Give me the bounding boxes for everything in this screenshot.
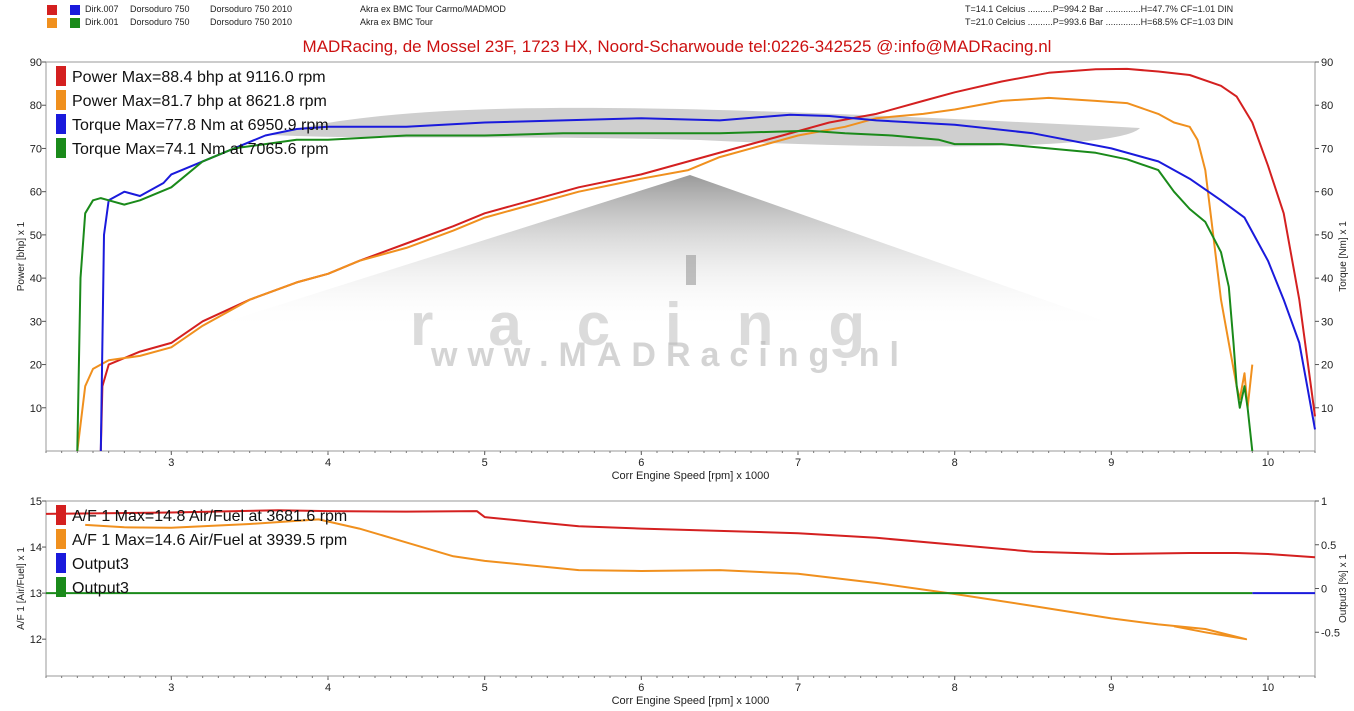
legend-swatch — [56, 90, 66, 110]
x-tick-label: 5 — [482, 457, 488, 469]
series-line-3 — [76, 129, 1254, 452]
air-fuel-plot: 3 4 5 6 7 8 9 10 12 13 14 15 -0.5 0 0.5 1 Corr Engine Sp… — [16, 496, 1349, 707]
legend-swatch — [56, 529, 66, 549]
legend-label: A/F 1 Max=14.6 Air/Fuel at 3939.5 rpm — [72, 532, 347, 549]
y2-tick-label: 30 — [1321, 316, 1333, 328]
y-tick-label: 12 — [30, 634, 42, 646]
plot-frame — [45, 61, 1316, 452]
shop-title: MADRacing, de Mossel 23F, 1723 HX, Noord… — [302, 37, 1052, 56]
y-axis-label: Power [bhp] x 1 — [16, 221, 27, 291]
x-tick-label: 7 — [795, 682, 801, 694]
x-tick-label: 3 — [168, 682, 174, 694]
y-tick-label: 10 — [30, 403, 42, 415]
legend-swatch — [56, 505, 66, 525]
series-line-2 — [99, 113, 1316, 452]
y-tick-label: 15 — [30, 496, 42, 508]
legend-label: Power Max=81.7 bhp at 8621.8 rpm — [72, 93, 327, 110]
y2-axis-label: Output3 [%] x 1 — [1338, 554, 1349, 623]
legend-swatch — [56, 66, 66, 86]
watermark-swoosh — [270, 107, 1140, 147]
x-tick-label: 10 — [1262, 457, 1274, 469]
x-axis-label: Corr Engine Speed [rpm] x 1000 — [612, 470, 770, 482]
x-tick-label: 4 — [325, 682, 331, 694]
power-torque-plot: 3 4 5 6 7 8 9 10 10 20 30 40 50 60 70 80 90 10 20 30 40 50 60 7… — [16, 57, 1349, 482]
watermark: racing www.MADRacing.nl — [200, 107, 1140, 374]
x-tick-label: 9 — [1108, 457, 1114, 469]
legend-swatch — [56, 138, 66, 158]
y2-tick-label: 60 — [1321, 187, 1333, 199]
y2-tick-label: 50 — [1321, 230, 1333, 242]
legend-label: Output3 — [72, 580, 129, 597]
plot-frame — [45, 500, 1316, 677]
y-tick-label: 13 — [30, 588, 42, 600]
legend-swatch — [56, 114, 66, 134]
x-tick-label: 8 — [952, 457, 958, 469]
x-tick-label: 6 — [638, 682, 644, 694]
y-axis-label: A/F 1 [Air/Fuel] x 1 — [16, 547, 27, 630]
x-tick-label: 9 — [1108, 682, 1114, 694]
run2-model: Dorsoduro 750 2010 — [210, 17, 293, 27]
y2-tick-label: 20 — [1321, 360, 1333, 372]
legend-label: A/F 1 Max=14.8 Air/Fuel at 3681.6 rpm — [72, 508, 347, 525]
run1-model: Dorsoduro 750 2010 — [210, 4, 293, 14]
y2-axis-label: Torque [Nm] x 1 — [1338, 221, 1349, 292]
x-axis-label: Corr Engine Speed [rpm] x 1000 — [612, 695, 770, 707]
run1-torque-swatch — [70, 5, 80, 15]
run2-power-swatch — [47, 18, 57, 28]
watermark-url: www.MADRacing.nl — [430, 336, 909, 374]
y-tick-label: 90 — [30, 57, 42, 69]
y-tick-label: 70 — [30, 143, 42, 155]
x-tick-label: 5 — [482, 682, 488, 694]
run1-conditions: T=14.1 Celcius ..........P=994.2 Bar ...… — [965, 4, 1234, 14]
watermark-word: racing — [410, 291, 920, 358]
y2-tick-label: 40 — [1321, 273, 1333, 285]
y2-tick-label: 0.5 — [1321, 540, 1336, 552]
series-line-0 — [45, 509, 1316, 559]
watermark-road-dash — [686, 255, 696, 285]
run1-name: Dirk.007 — [85, 4, 119, 14]
y2-tick-label: 80 — [1321, 100, 1333, 112]
watermark-triangle — [200, 175, 1130, 330]
x-tick-label: 10 — [1262, 682, 1274, 694]
run2-exhaust: Akra ex BMC Tour — [360, 17, 433, 27]
run2-bike: Dorsoduro 750 — [130, 17, 190, 27]
legend-swatch — [56, 577, 66, 597]
y-tick-label: 80 — [30, 100, 42, 112]
run2-torque-swatch — [70, 18, 80, 28]
y2-tick-label: -0.5 — [1321, 627, 1340, 639]
y-tick-label: 14 — [30, 542, 42, 554]
run2-name: Dirk.001 — [85, 17, 119, 27]
legend-label: Output3 — [72, 556, 129, 573]
x-tick-label: 4 — [325, 457, 331, 469]
y-tick-label: 50 — [30, 230, 42, 242]
y-tick-label: 40 — [30, 273, 42, 285]
legend-label: Torque Max=77.8 Nm at 6950.9 rpm — [72, 117, 329, 134]
run1-exhaust: Akra ex BMC Tour Carmo/MADMOD — [360, 4, 506, 14]
x-tick-label: 8 — [952, 682, 958, 694]
y-tick-label: 30 — [30, 316, 42, 328]
x-tick-label: 7 — [795, 457, 801, 469]
legend-label: Torque Max=74.1 Nm at 7065.6 rpm — [72, 141, 329, 158]
x-tick-label: 3 — [168, 457, 174, 469]
y2-tick-label: 1 — [1321, 496, 1327, 508]
run1-power-swatch — [47, 5, 57, 15]
y-tick-label: 60 — [30, 187, 42, 199]
run1-bike: Dorsoduro 750 — [130, 4, 190, 14]
y2-tick-label: 10 — [1321, 403, 1333, 415]
y-tick-label: 20 — [30, 360, 42, 372]
x-tick-label: 6 — [638, 457, 644, 469]
y2-tick-label: 70 — [1321, 143, 1333, 155]
run2-conditions: T=21.0 Celcius ..........P=993.6 Bar ...… — [965, 17, 1234, 27]
legend-label: Power Max=88.4 bhp at 9116.0 rpm — [72, 69, 326, 86]
y2-tick-label: 0 — [1321, 584, 1327, 596]
y2-tick-label: 90 — [1321, 57, 1333, 69]
legend-swatch — [56, 553, 66, 573]
series-line-1 — [85, 518, 1248, 641]
